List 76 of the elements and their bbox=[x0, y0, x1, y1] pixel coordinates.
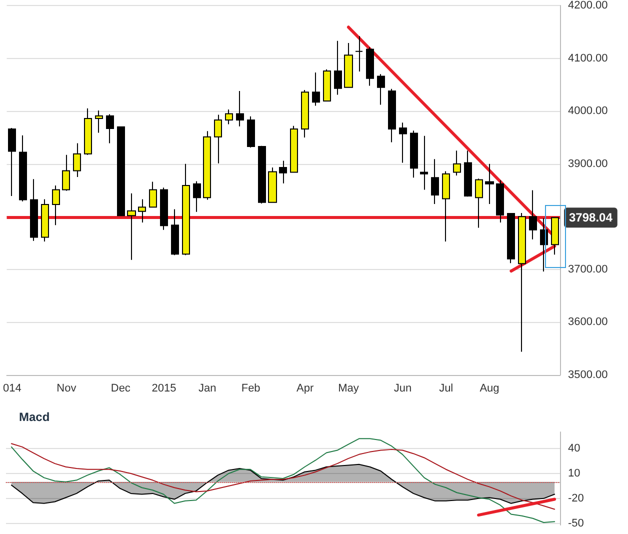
candlestick bbox=[182, 163, 190, 256]
candlestick bbox=[388, 88, 396, 143]
candlestick bbox=[334, 40, 342, 96]
y-tick-label: -50 bbox=[568, 517, 584, 530]
candlestick bbox=[290, 125, 298, 173]
candlestick bbox=[529, 190, 537, 240]
x-tick-label: Dec bbox=[110, 382, 131, 394]
candlestick bbox=[279, 160, 287, 184]
chart-title: Macd bbox=[19, 410, 50, 424]
y-tick-label: 4000.00 bbox=[568, 105, 608, 118]
candlestick bbox=[160, 187, 168, 230]
candlestick bbox=[399, 122, 407, 164]
candlestick bbox=[464, 150, 472, 198]
candlestick bbox=[485, 163, 494, 204]
candlestick bbox=[95, 110, 103, 134]
candlestick bbox=[84, 108, 92, 156]
y-tick-label: 3700.00 bbox=[568, 263, 608, 276]
candlestick bbox=[19, 134, 27, 202]
x-tick-label: 2015 bbox=[152, 382, 176, 394]
candlestick bbox=[41, 198, 49, 242]
candlestick bbox=[355, 36, 363, 72]
candlestick bbox=[507, 212, 515, 264]
x-tick-label: Aug bbox=[480, 382, 500, 394]
x-tick-label: May bbox=[338, 382, 360, 394]
x-tick-label: 014 bbox=[2, 382, 22, 394]
candlestick bbox=[377, 74, 385, 106]
candlestick bbox=[410, 130, 418, 178]
candlestick bbox=[52, 185, 60, 226]
candlestick bbox=[193, 180, 201, 212]
y-tick-label: 3500.00 bbox=[568, 369, 608, 381]
candlestick bbox=[117, 126, 125, 216]
y-tick-label: 10 bbox=[568, 468, 580, 480]
x-tick-label: Apr bbox=[296, 382, 314, 394]
line-series bbox=[10, 443, 556, 510]
candlestick bbox=[301, 89, 309, 138]
candlestick bbox=[420, 135, 428, 190]
candlestick bbox=[73, 142, 81, 178]
y-tick-label: -20 bbox=[568, 492, 584, 504]
candlestick bbox=[236, 90, 244, 127]
candlestick bbox=[214, 114, 222, 164]
candlestick bbox=[258, 145, 266, 204]
candlestick bbox=[225, 108, 233, 125]
x-tick-label: Jan bbox=[198, 382, 216, 394]
candlestick bbox=[518, 212, 526, 352]
candlestick bbox=[453, 150, 461, 176]
candlestick bbox=[203, 130, 211, 200]
candlestick bbox=[127, 192, 136, 260]
candlestick bbox=[431, 158, 439, 204]
y-tick-label: 4100.00 bbox=[568, 52, 608, 64]
y-tick-label: 3900.00 bbox=[568, 158, 608, 170]
x-tick-label: Jul bbox=[439, 382, 454, 394]
candlestick bbox=[138, 198, 146, 223]
x-tick-label: Jun bbox=[394, 382, 412, 394]
candlestick bbox=[62, 154, 70, 192]
ref-line-label: 3798.04 bbox=[569, 210, 613, 225]
candlestick bbox=[106, 114, 114, 144]
candlestick bbox=[496, 180, 504, 223]
candlestick bbox=[30, 178, 38, 242]
line-series bbox=[10, 438, 556, 524]
candlestick bbox=[171, 208, 179, 256]
candlestick bbox=[551, 217, 559, 256]
candlestick bbox=[312, 72, 320, 106]
candlestick bbox=[442, 170, 450, 242]
x-tick-label: Feb bbox=[241, 382, 260, 394]
candlestick bbox=[8, 127, 16, 197]
y-tick-label: 3600.00 bbox=[568, 316, 608, 328]
candlestick bbox=[268, 167, 277, 203]
candlestick bbox=[475, 178, 483, 228]
candlestick bbox=[323, 68, 331, 102]
y-tick-label: 4200.00 bbox=[568, 0, 608, 12]
x-tick-label: Nov bbox=[56, 382, 77, 394]
y-tick-label: 40 bbox=[568, 442, 580, 455]
candlestick bbox=[344, 42, 353, 88]
candlestick bbox=[366, 46, 374, 86]
candlestick bbox=[149, 181, 157, 208]
candlestick bbox=[247, 116, 255, 148]
